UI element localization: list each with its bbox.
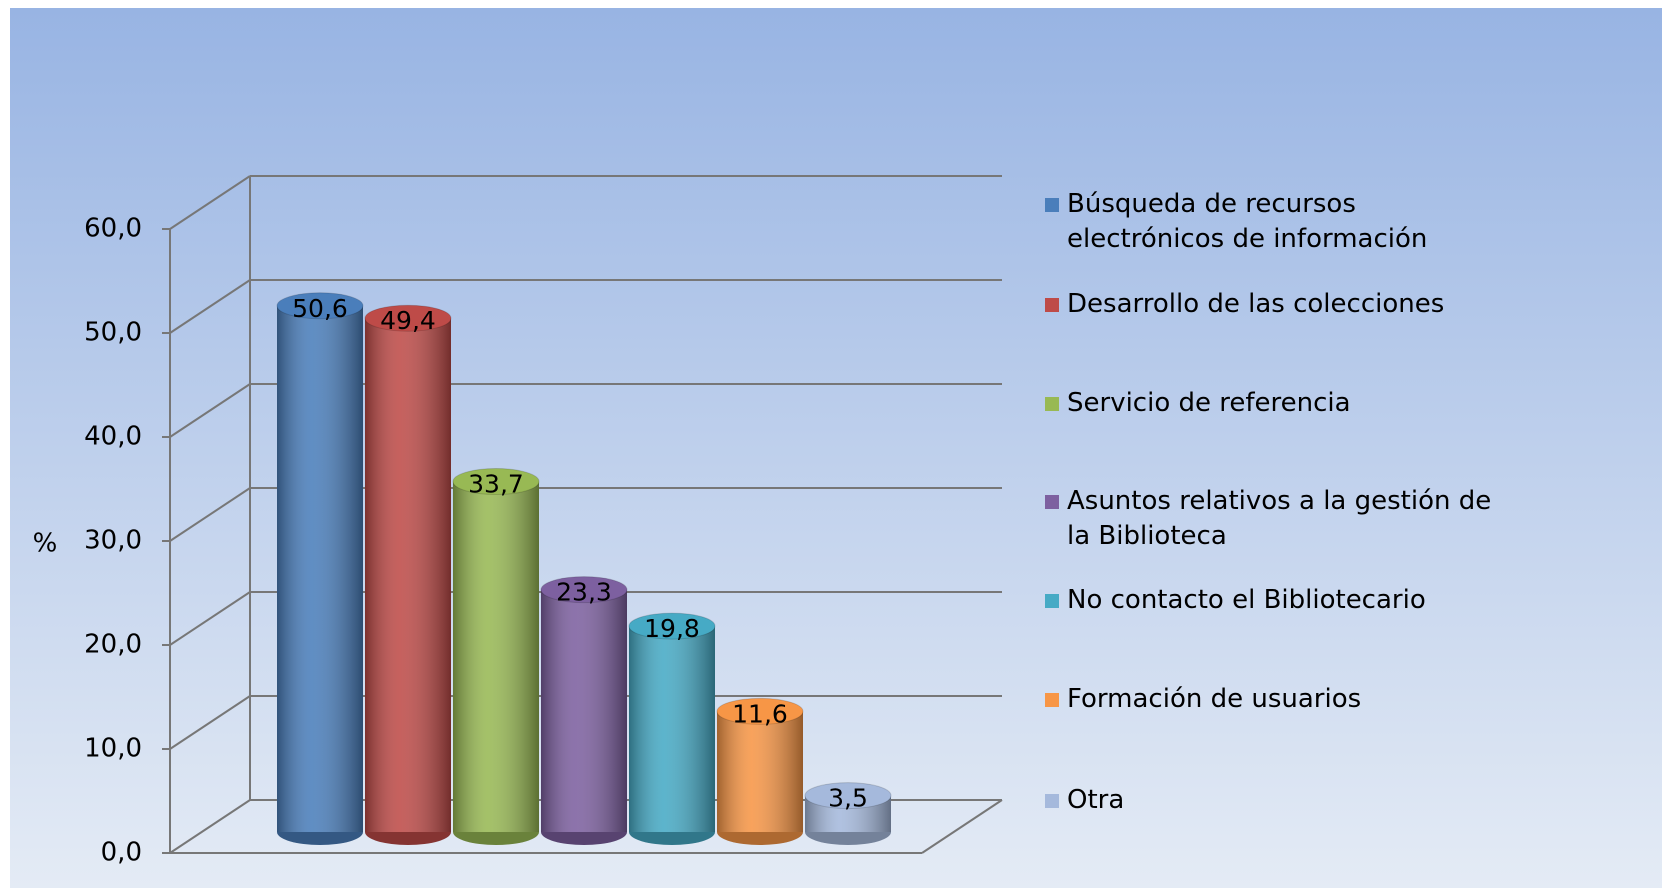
legend-label: Búsqueda de recursos electrónicos de inf… — [1067, 189, 1428, 254]
value-label: 3,5 — [828, 784, 868, 813]
y-tick-label: 10,0 — [84, 734, 142, 764]
bar-group — [452, 468, 540, 845]
floor-right — [921, 799, 1003, 854]
legend-swatch — [1045, 495, 1059, 509]
bar-top — [804, 782, 892, 810]
plot-background — [10, 8, 1662, 888]
legend-label: Formación de usuarios — [1067, 684, 1362, 714]
legend-entry: Servicio de referencia — [1045, 386, 1525, 421]
grid-line — [169, 799, 251, 854]
legend-entry: No contacto el Bibliotecario — [1045, 583, 1525, 618]
bar-top — [628, 612, 716, 640]
legend-entry: Asuntos relativos a la gestión de la Bib… — [1045, 484, 1525, 554]
bar-shade — [365, 318, 451, 832]
bar-top — [276, 292, 364, 320]
y-tick-label: 60,0 — [84, 214, 142, 244]
grid-line — [169, 279, 251, 334]
y-tick-label: 40,0 — [84, 422, 142, 452]
bar-shade — [717, 711, 803, 832]
bar-top — [716, 697, 804, 725]
bar-top — [452, 468, 540, 496]
legend-entry: Desarrollo de las colecciones — [1045, 287, 1525, 322]
y-tick-label: 0,0 — [101, 838, 142, 868]
legend-entry: Formación de usuarios — [1045, 682, 1525, 717]
bar-group — [628, 612, 716, 845]
legend-entry: Búsqueda de recursos electrónicos de inf… — [1045, 187, 1525, 257]
legend-label: Servicio de referencia — [1067, 388, 1351, 418]
legend-label: No contacto el Bibliotecario — [1067, 585, 1426, 615]
bar-top — [364, 304, 452, 332]
bar-group — [804, 782, 892, 845]
value-label: 23,3 — [556, 578, 612, 607]
grid-line — [169, 591, 251, 646]
legend-label: Otra — [1067, 785, 1125, 815]
bar-group — [364, 304, 452, 845]
legend-swatch — [1045, 594, 1059, 608]
grid-line — [169, 695, 251, 750]
legend-label: Asuntos relativos a la gestión de la Bib… — [1067, 486, 1492, 551]
legend-swatch — [1045, 298, 1059, 312]
bar-group — [540, 576, 628, 845]
legend-entry: Otra — [1045, 783, 1525, 818]
value-label: 50,6 — [292, 294, 348, 323]
legend-swatch — [1045, 397, 1059, 411]
legend-label: Desarrollo de las colecciones — [1067, 289, 1445, 319]
bar-shade — [453, 481, 539, 832]
value-label: 33,7 — [468, 470, 524, 499]
legend-swatch — [1045, 794, 1059, 808]
legend-swatch — [1045, 198, 1059, 212]
y-tick-label: 50,0 — [84, 318, 142, 348]
y-tick-label: 20,0 — [84, 630, 142, 660]
y-tick-label: 30,0 — [84, 526, 142, 556]
bar-group — [716, 697, 804, 845]
value-label: 49,4 — [380, 306, 436, 335]
value-label: 19,8 — [644, 614, 700, 643]
bar-top — [540, 576, 628, 604]
legend-swatch — [1045, 693, 1059, 707]
value-label: 11,6 — [732, 699, 788, 728]
bar-shade — [277, 305, 363, 832]
bar-shade — [541, 589, 627, 832]
grid-line — [169, 383, 251, 438]
grid-line — [169, 175, 251, 230]
y-axis-label: % — [33, 529, 58, 559]
bar-shade — [629, 626, 715, 832]
grid-line — [169, 487, 251, 542]
bar-group — [276, 292, 364, 845]
